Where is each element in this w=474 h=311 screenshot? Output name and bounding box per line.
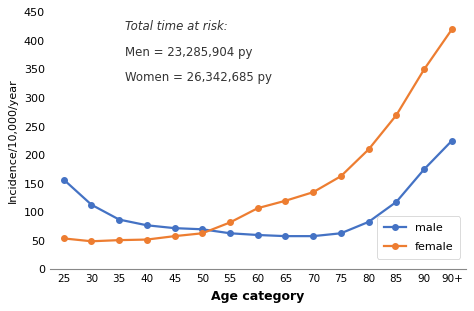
Legend: male, female: male, female bbox=[377, 216, 460, 258]
Text: Men = 23,285,904 py: Men = 23,285,904 py bbox=[125, 46, 252, 59]
X-axis label: Age category: Age category bbox=[211, 290, 304, 303]
male bbox=[310, 234, 316, 238]
male bbox=[172, 226, 177, 230]
female bbox=[283, 199, 288, 202]
male bbox=[449, 139, 455, 143]
female bbox=[366, 147, 372, 151]
female bbox=[144, 238, 150, 241]
male bbox=[227, 231, 233, 235]
male bbox=[61, 178, 66, 182]
female bbox=[393, 113, 399, 117]
female bbox=[200, 231, 205, 235]
Line: female: female bbox=[61, 27, 455, 244]
female bbox=[227, 220, 233, 224]
male bbox=[366, 220, 372, 224]
female bbox=[310, 190, 316, 194]
male bbox=[116, 218, 122, 221]
female bbox=[449, 28, 455, 31]
female bbox=[421, 67, 427, 71]
male bbox=[89, 203, 94, 207]
male bbox=[421, 167, 427, 171]
Line: male: male bbox=[61, 138, 455, 239]
female bbox=[338, 174, 344, 178]
female bbox=[172, 234, 177, 238]
male bbox=[283, 234, 288, 238]
female bbox=[255, 206, 261, 210]
male bbox=[255, 233, 261, 237]
male bbox=[144, 223, 150, 227]
female bbox=[89, 239, 94, 243]
male bbox=[200, 227, 205, 231]
male bbox=[393, 200, 399, 204]
female bbox=[116, 238, 122, 242]
female bbox=[61, 237, 66, 240]
Text: Total time at risk:: Total time at risk: bbox=[125, 20, 228, 33]
male bbox=[338, 231, 344, 235]
Text: Women = 26,342,685 py: Women = 26,342,685 py bbox=[125, 72, 272, 84]
Y-axis label: Incidence/10,000/year: Incidence/10,000/year bbox=[9, 78, 18, 203]
